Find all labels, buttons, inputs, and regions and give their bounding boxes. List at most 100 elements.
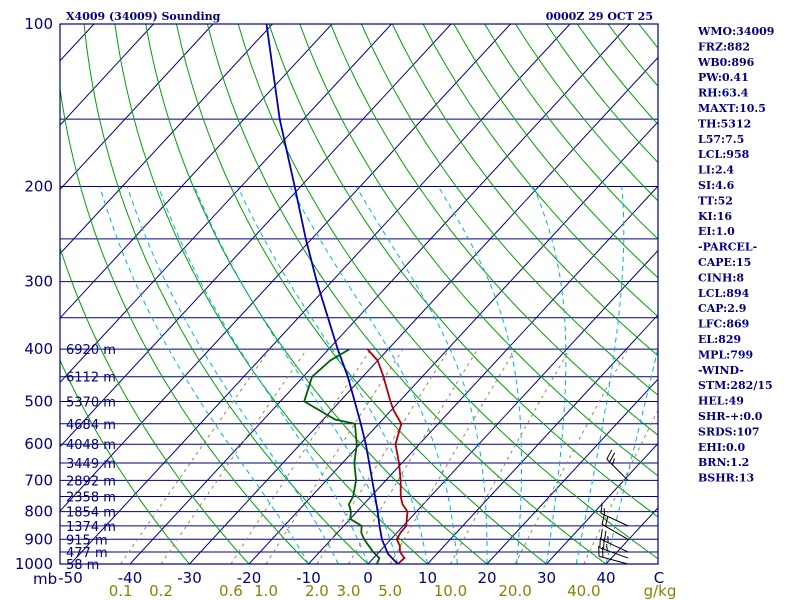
mixing-ratio-line xyxy=(583,409,658,564)
temperature-tick-label: 30 xyxy=(537,569,556,587)
wind-barb-feather xyxy=(600,528,603,540)
isotherm-line xyxy=(427,314,658,564)
index-value: -PARCEL- xyxy=(698,241,757,254)
index-value: HEL:49 xyxy=(698,395,744,408)
height-label: 1854 m xyxy=(66,506,116,521)
index-value: WMO:34009 xyxy=(697,25,774,38)
mixing-ratio-line xyxy=(265,348,404,564)
temperature-tick-label: -10 xyxy=(296,569,321,587)
index-value: STM:282/15 xyxy=(698,379,773,392)
wind-barb xyxy=(599,537,629,559)
height-label: 2892 m xyxy=(66,474,116,489)
isotherm-line xyxy=(60,24,452,448)
mixing-ratio-label: 5.0 xyxy=(378,582,402,600)
wind-barb xyxy=(600,502,629,527)
mixing-ratio-line xyxy=(389,348,516,564)
temperature-tick-label: 0 xyxy=(363,569,373,587)
height-label: 58 m xyxy=(66,558,99,573)
pressure-tick-label: 100 xyxy=(24,15,53,33)
index-value: SRDS:107 xyxy=(698,425,760,438)
mixing-ratio-label: 20.0 xyxy=(498,582,531,600)
pressure-tick-label: 700 xyxy=(24,471,53,489)
pressure-tick-label: 900 xyxy=(24,530,53,548)
isotherm-line xyxy=(367,249,658,564)
height-label: 6112 m xyxy=(66,371,116,386)
wind-barb-staff xyxy=(599,547,629,559)
index-value: CINH:8 xyxy=(698,271,744,284)
temperature-trace xyxy=(366,348,409,564)
mixing-ratio-line xyxy=(348,348,479,564)
dry-adiabat xyxy=(176,24,547,564)
moist-adiabat xyxy=(437,186,523,564)
wind-barb-staff xyxy=(598,555,629,565)
mixing-ratio-label: 0.6 xyxy=(219,582,243,600)
dry-adiabat xyxy=(60,85,309,564)
chart-title: X4009 (34009) Sounding xyxy=(66,10,221,23)
pressure-tick-label: 600 xyxy=(24,435,53,453)
dry-adiabat xyxy=(60,359,190,564)
index-value: EL:829 xyxy=(698,333,741,346)
height-label: 4048 m xyxy=(66,438,116,453)
dry-adiabat xyxy=(237,24,658,560)
mixing-ratio-label: 0.1 xyxy=(109,582,133,600)
index-value: RH:63.4 xyxy=(698,87,749,100)
index-value: PW:0.41 xyxy=(698,71,749,84)
height-label: 915 m xyxy=(66,533,108,548)
moist-adiabat xyxy=(605,346,658,564)
temperature-tick-label: 20 xyxy=(477,569,496,587)
mixing-ratio-label: 3.0 xyxy=(337,582,361,600)
index-value: SHR-+:0.0 xyxy=(698,410,763,423)
dry-adiabat xyxy=(60,246,250,564)
mixing-unit-label: g/kg xyxy=(644,582,677,600)
mixing-ratio-line xyxy=(230,348,372,564)
wind-barb-feather xyxy=(604,516,609,527)
index-value: LI:2.4 xyxy=(698,164,734,177)
dry-adiabat xyxy=(114,24,428,564)
height-label: 6920 m xyxy=(66,343,116,358)
dry-adiabat xyxy=(83,24,369,564)
index-value: TH:5312 xyxy=(698,117,751,130)
index-value: LCL:894 xyxy=(698,287,750,300)
temperature-tick-label: 40 xyxy=(596,569,615,587)
dry-adiabat xyxy=(206,24,607,564)
mixing-ratio-label: 1.0 xyxy=(254,582,278,600)
dry-adiabat xyxy=(268,24,658,518)
wind-barb-feather xyxy=(606,543,608,551)
moist-adiabat xyxy=(289,186,458,564)
wind-barb-staff xyxy=(600,538,629,553)
wind-barb-feather xyxy=(609,452,616,463)
dry-adiabat xyxy=(360,24,658,396)
isotherm-line xyxy=(60,24,333,319)
moist-adiabat xyxy=(355,186,488,564)
isotherm-line xyxy=(129,24,630,564)
wind-barb-feather xyxy=(601,514,605,525)
temperature-tick-label: -20 xyxy=(237,569,262,587)
dewpoint-trace xyxy=(303,348,381,564)
wind-barb-feather xyxy=(603,530,607,542)
moist-adiabat xyxy=(157,186,369,564)
temperature-tick-label: -50 xyxy=(58,569,83,587)
pressure-tick-label: 400 xyxy=(24,340,53,358)
wind-barbs xyxy=(598,449,629,565)
index-value: -WIND- xyxy=(698,364,744,377)
height-label: 3449 m xyxy=(66,457,116,472)
moist-adiabat xyxy=(575,186,625,564)
wind-barb xyxy=(600,528,629,553)
temperature-tick-label: -40 xyxy=(118,569,143,587)
isotherm-line xyxy=(60,24,154,126)
plot-frame xyxy=(59,23,659,565)
dry-adiabat xyxy=(330,24,658,436)
isotherm-line xyxy=(60,24,273,255)
index-value: EHI:0.0 xyxy=(698,441,745,454)
dry-adiabat xyxy=(453,24,658,279)
pressure-tick-label: 500 xyxy=(24,392,53,410)
moist-adiabat xyxy=(126,186,339,564)
valid-time: 0000Z 29 OCT 25 xyxy=(546,10,653,23)
index-value: WB0:896 xyxy=(697,56,755,69)
wind-barb-feather xyxy=(600,502,603,514)
mixing-ratio-label: 2.0 xyxy=(305,582,329,600)
index-value: BSHR:13 xyxy=(698,472,754,485)
wind-barb-staff xyxy=(606,458,629,481)
index-value: CAP:2.9 xyxy=(698,302,746,315)
